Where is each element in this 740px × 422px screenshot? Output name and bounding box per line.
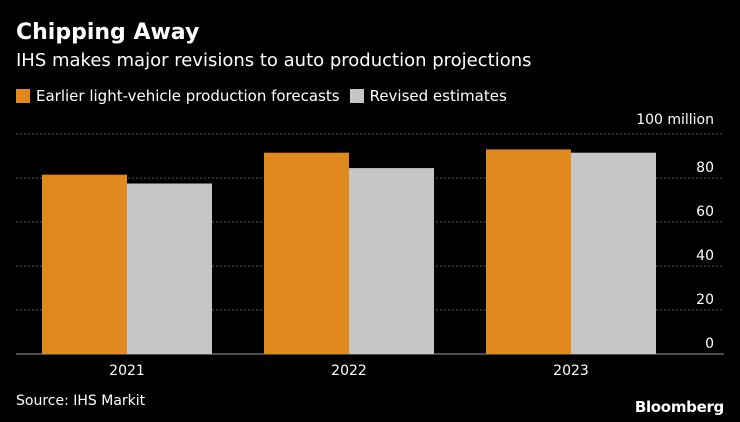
legend-label-earlier: Earlier light-vehicle production forecas… (36, 87, 340, 105)
source-note: Source: IHS Markit (16, 393, 146, 409)
legend-swatch-earlier (16, 89, 30, 103)
legend-label-revised: Revised estimates (369, 87, 507, 105)
bar-revised-2021 (127, 183, 212, 354)
y-unit-label: 100 million (636, 112, 714, 128)
legend-swatch-revised (349, 89, 364, 103)
x-tick-label: 2023 (553, 363, 589, 379)
y-tick-label: 80 (696, 160, 714, 176)
bar-revised-2023 (571, 152, 656, 354)
legend: Earlier light-vehicle production forecas… (16, 86, 517, 106)
bar-earlier-2023 (486, 149, 571, 354)
bar-earlier-2021 (42, 174, 127, 354)
chart-subtitle: IHS makes major revisions to auto produc… (16, 50, 532, 71)
legend-item-revised: Revised estimates (349, 86, 507, 106)
x-tick-label: 2022 (331, 363, 367, 379)
y-tick-label: 60 (696, 204, 714, 220)
y-tick-label: 0 (705, 336, 714, 352)
bar-earlier-2022 (264, 152, 349, 354)
bar-revised-2022 (349, 168, 434, 354)
x-tick-label: 2021 (109, 363, 145, 379)
y-tick-label: 40 (696, 248, 714, 264)
y-tick-label: 20 (696, 292, 714, 308)
legend-item-earlier: Earlier light-vehicle production forecas… (16, 86, 340, 106)
chart-title: Chipping Away (16, 20, 200, 45)
bloomberg-logo: Bloomberg (634, 398, 724, 416)
